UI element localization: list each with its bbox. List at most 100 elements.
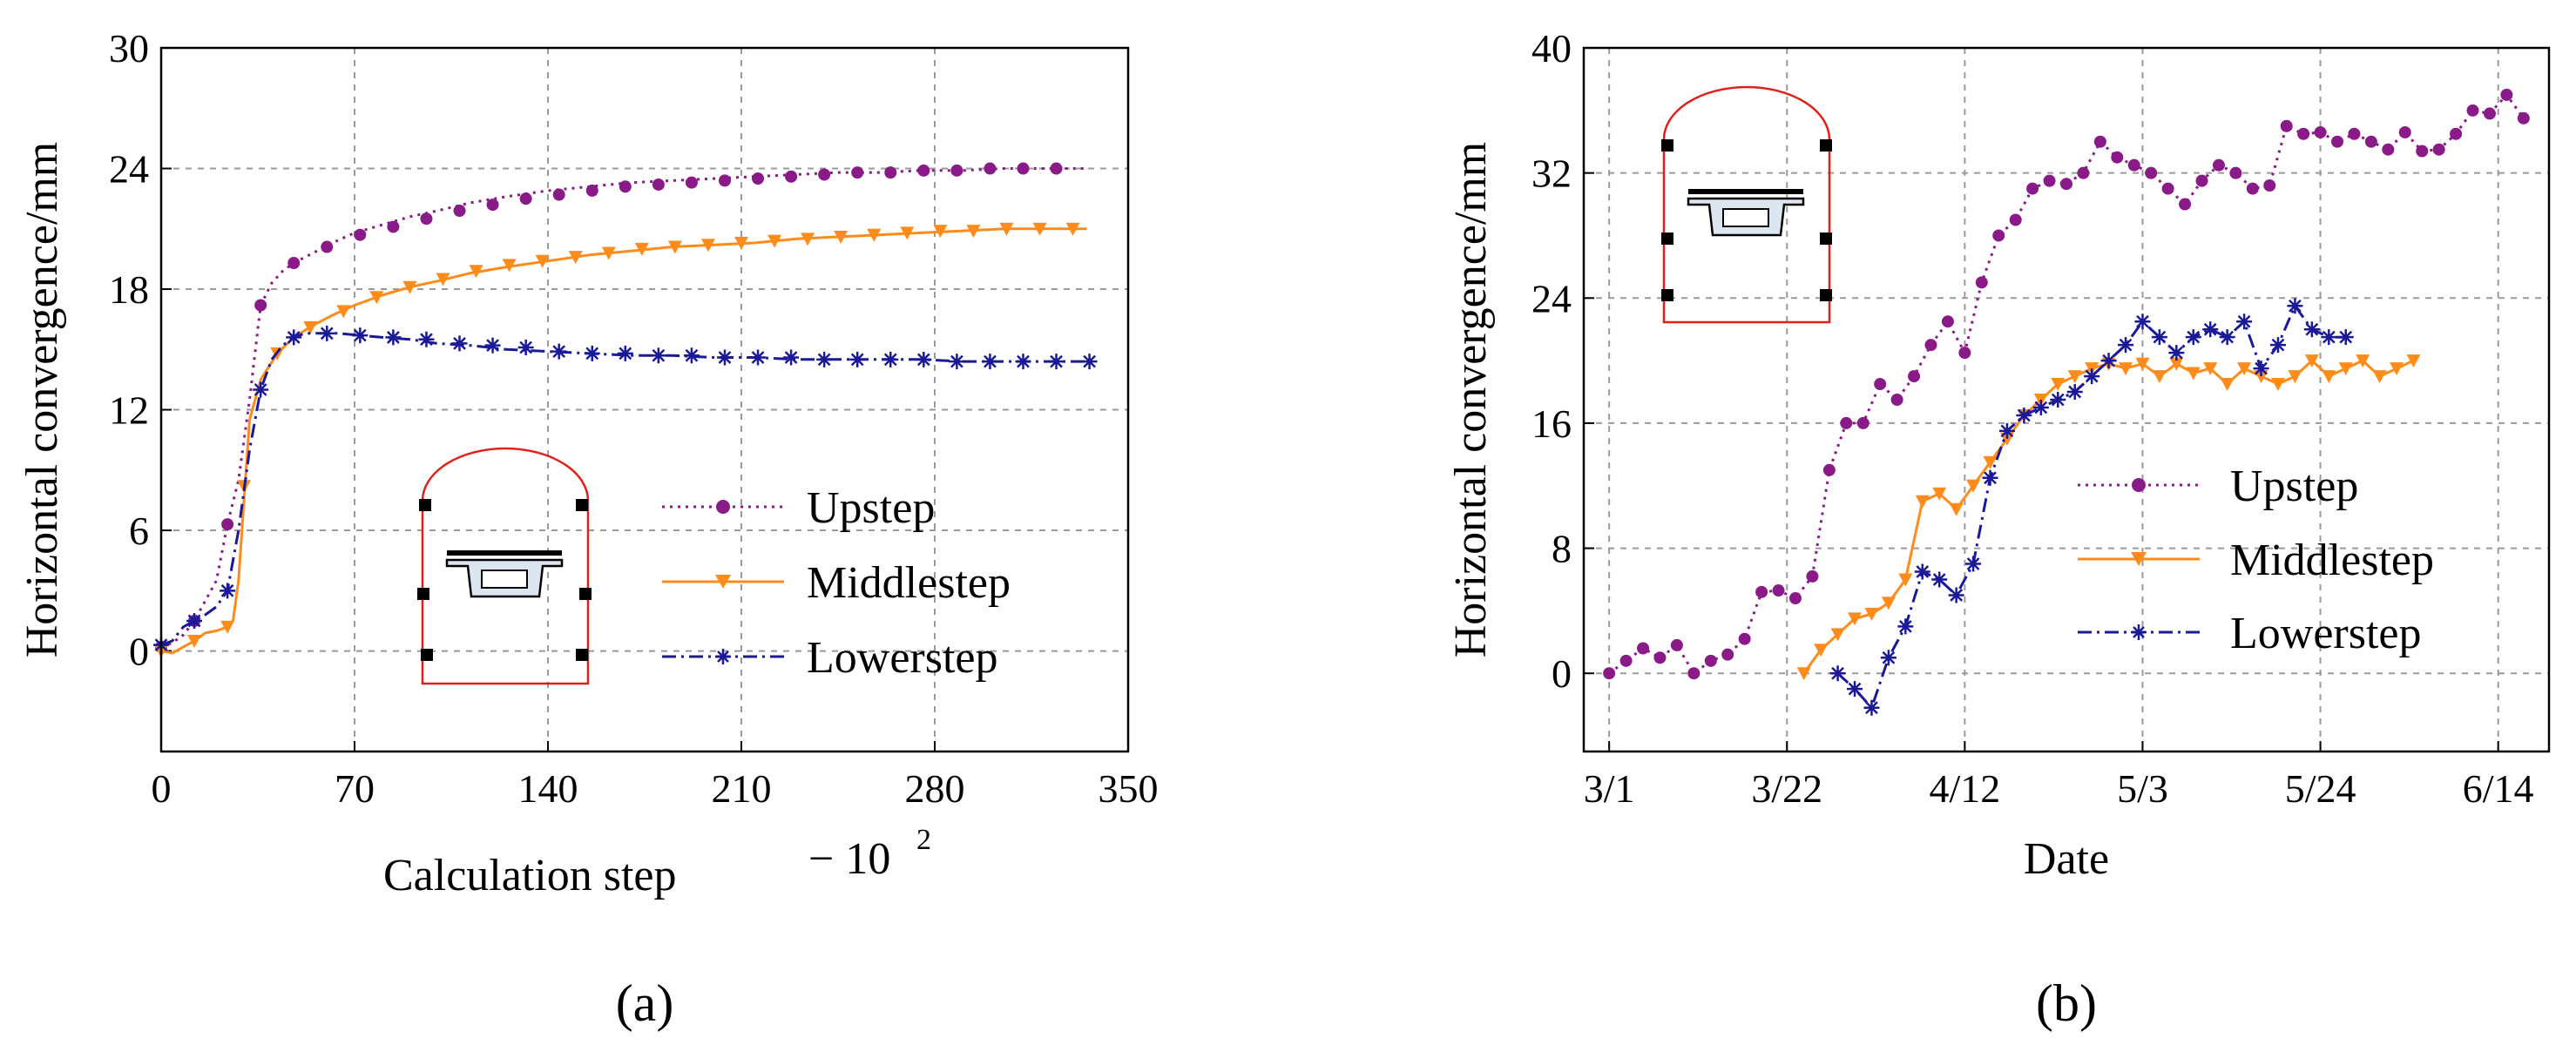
data-point-upstep — [2365, 136, 2377, 148]
legend-item-middlestep: Middlestep — [2078, 536, 2434, 585]
chart-b-xlabel: Date — [2024, 834, 2109, 884]
data-point-upstep — [287, 257, 300, 269]
data-point-upstep — [2500, 89, 2512, 101]
chart-a-ticks: 0 70 140 210 280 350 0 6 12 18 24 30 — [109, 26, 1159, 811]
data-point-upstep — [2094, 136, 2106, 148]
legend-label: Lowerstep — [807, 633, 997, 683]
data-point-lowerstep — [849, 352, 865, 367]
data-point-lowerstep — [717, 350, 733, 366]
data-point-upstep — [719, 174, 731, 186]
data-point-upstep — [1789, 592, 1802, 604]
data-point-lowerstep — [2152, 329, 2167, 345]
data-point-middlestep — [2221, 378, 2235, 391]
data-point-upstep — [2077, 167, 2089, 179]
monitoring-point-middle-left — [417, 588, 429, 600]
data-point-lowerstep — [2016, 408, 2032, 423]
data-point-upstep — [1051, 163, 1063, 175]
data-point-lowerstep — [1830, 665, 1846, 681]
data-point-lowerstep — [618, 346, 633, 361]
y-tick-label: 16 — [1531, 401, 1572, 446]
y-tick-label: 6 — [129, 509, 149, 553]
data-point-upstep — [2145, 167, 2157, 179]
data-point-upstep — [2518, 112, 2530, 125]
data-point-upstep — [1637, 642, 1649, 654]
data-point-upstep — [1908, 370, 1920, 382]
data-point-upstep — [2348, 128, 2360, 140]
data-point-lowerstep — [2050, 392, 2066, 408]
data-point-upstep — [454, 205, 466, 217]
data-point-upstep — [2331, 136, 2343, 148]
chart-a-xlabel-multiplier: − 10 — [808, 834, 890, 884]
data-point-lowerstep — [452, 335, 468, 351]
data-point-lowerstep — [1881, 650, 1897, 665]
chart-panel-b: 3/1 3/22 4/12 5/3 5/24 6/140816243240 Upstep — [1446, 26, 2549, 1032]
data-point-lowerstep — [2168, 345, 2184, 361]
data-point-lowerstep — [286, 329, 301, 345]
data-point-upstep — [254, 299, 267, 311]
data-point-lowerstep — [2321, 329, 2336, 345]
data-point-upstep — [420, 212, 432, 225]
data-point-upstep — [2162, 183, 2174, 195]
y-tick-label: 24 — [1531, 276, 1572, 320]
data-point-lowerstep — [783, 350, 799, 366]
legend-label: Lowerstep — [2230, 609, 2421, 658]
y-tick-label: 30 — [109, 26, 149, 71]
data-point-lowerstep — [319, 326, 335, 341]
x-tick-label: 5/3 — [2117, 766, 2168, 811]
data-point-lowerstep — [916, 352, 931, 367]
data-point-middlestep — [2288, 370, 2302, 383]
data-point-upstep — [2484, 107, 2496, 119]
data-point-upstep — [321, 241, 333, 253]
monitoring-point-upper-left — [419, 499, 431, 511]
data-point-upstep — [487, 199, 499, 211]
data-point-upstep — [1705, 655, 1717, 667]
data-point-lowerstep — [2084, 368, 2099, 384]
data-point-upstep — [2382, 144, 2394, 156]
data-point-upstep — [2450, 128, 2462, 140]
data-point-upstep — [2128, 159, 2140, 172]
chart-b-ylabel: Horizontal convergence/mm — [1446, 142, 1496, 658]
data-point-upstep — [851, 166, 863, 179]
data-point-upstep — [1653, 651, 1666, 664]
data-point-upstep — [2179, 199, 2191, 211]
data-point-lowerstep — [1931, 571, 1947, 587]
data-point-upstep — [2060, 178, 2072, 190]
data-point-middlestep — [2390, 362, 2404, 375]
data-point-lowerstep — [2118, 337, 2133, 353]
data-point-middlestep — [2187, 367, 2201, 380]
data-point-upstep — [2263, 179, 2275, 192]
data-point-upstep — [2229, 167, 2241, 179]
monitoring-point-lower-right — [576, 649, 588, 661]
data-point-upstep — [1620, 655, 1633, 667]
data-point-upstep — [619, 180, 632, 192]
x-tick-label: 70 — [335, 766, 375, 811]
data-point-middlestep — [1950, 503, 1964, 516]
data-point-upstep — [1840, 417, 1852, 429]
legend-label: Middlestep — [807, 558, 1011, 608]
data-point-upstep — [520, 192, 532, 205]
data-point-upstep — [785, 171, 797, 183]
legend-item-middlestep: Middlestep — [662, 558, 1011, 608]
data-point-lowerstep — [982, 354, 997, 369]
tunnel-cross-section-inset-a — [417, 448, 592, 684]
data-point-upstep — [950, 165, 963, 177]
data-point-lowerstep — [1983, 470, 1998, 486]
data-point-lowerstep — [2270, 337, 2286, 353]
legend-item-upstep: Upstep — [2078, 462, 2358, 511]
x-tick-label: 4/12 — [1929, 766, 2000, 811]
data-point-lowerstep — [1049, 354, 1065, 369]
monitoring-point-lower-right — [1820, 289, 1832, 301]
data-point-upstep — [553, 189, 565, 201]
data-point-lowerstep — [2134, 313, 2150, 329]
data-point-upstep — [1924, 339, 1937, 351]
legend-label: Upstep — [2230, 462, 2358, 511]
chart-panel-a: 0 70 140 210 280 3500612182430 Upstep — [17, 26, 1159, 1032]
data-point-upstep — [984, 163, 996, 175]
data-point-upstep — [1891, 394, 1903, 406]
data-point-upstep — [2213, 159, 2225, 172]
y-tick-label: 32 — [1531, 152, 1572, 196]
x-tick-label: 0 — [152, 766, 172, 811]
data-point-lowerstep — [2304, 321, 2320, 337]
data-point-upstep — [354, 229, 366, 241]
data-point-lowerstep — [684, 347, 700, 363]
